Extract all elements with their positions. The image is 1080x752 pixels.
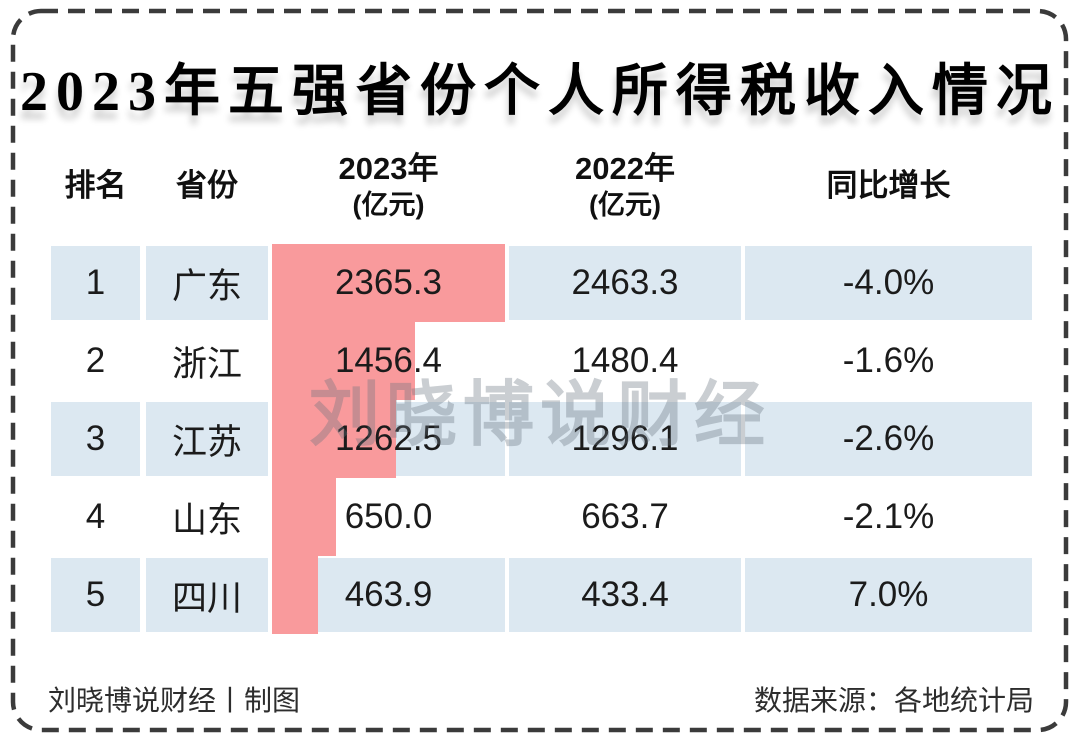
header-2023-unit: (亿元) xyxy=(352,189,425,220)
growth-value: -2.1% xyxy=(842,497,935,536)
header-2023-label: 2023年 xyxy=(338,150,439,186)
value-2022: 1296.1 xyxy=(571,419,679,458)
province-cell: 广东 xyxy=(146,246,268,320)
table-row: 1 广东 2365.3 2463.3 -4.0% xyxy=(0,244,1080,322)
value-2023-cell: 650.0 xyxy=(272,480,505,554)
value-2022-cell: 1480.4 xyxy=(509,324,741,398)
page-title: 2023年五强省份个人所得税收入情况 xyxy=(20,61,1060,123)
value-2023: 650.0 xyxy=(344,497,433,536)
value-2023: 1262.5 xyxy=(334,419,443,458)
value-2022: 1480.4 xyxy=(571,341,679,380)
province-value: 四川 xyxy=(171,578,242,618)
header-province: 省份 xyxy=(146,140,268,232)
value-2022-cell: 1296.1 xyxy=(509,402,741,476)
province-cell: 浙江 xyxy=(146,324,268,398)
header-growth-label: 同比增长 xyxy=(826,167,951,203)
header-province-label: 省份 xyxy=(176,167,238,203)
growth-value: -1.6% xyxy=(842,341,935,380)
rank-value: 5 xyxy=(85,575,106,614)
growth-cell: 7.0% xyxy=(745,558,1032,632)
value-2022: 2463.3 xyxy=(571,263,679,302)
value-2023-cell: 1456.4 xyxy=(272,324,505,398)
province-cell: 四川 xyxy=(146,558,268,632)
value-2023: 1456.4 xyxy=(334,341,443,380)
rank-value: 1 xyxy=(85,263,106,302)
province-value: 广东 xyxy=(171,266,242,306)
rank-cell: 4 xyxy=(51,480,140,554)
header-2022: 2022年 (亿元) xyxy=(509,140,741,232)
growth-cell: -2.1% xyxy=(745,480,1032,554)
value-2022-cell: 433.4 xyxy=(509,558,741,632)
growth-value: -4.0% xyxy=(842,263,935,302)
growth-cell: -2.6% xyxy=(745,402,1032,476)
credit-text: 刘晓博说财经丨制图 xyxy=(48,685,301,716)
province-value: 山东 xyxy=(171,500,242,540)
table-row: 5 四川 463.9 433.4 7.0% xyxy=(0,556,1080,634)
header-growth: 同比增长 xyxy=(745,140,1032,232)
growth-cell: -4.0% xyxy=(745,246,1032,320)
header-2022-label: 2022年 xyxy=(575,150,675,186)
rank-cell: 2 xyxy=(51,324,140,398)
rank-cell: 3 xyxy=(51,402,140,476)
value-2022-cell: 2463.3 xyxy=(509,246,741,320)
growth-value: -2.6% xyxy=(842,419,935,458)
value-2022: 663.7 xyxy=(581,497,669,536)
rank-value: 4 xyxy=(85,497,106,536)
value-2023: 463.9 xyxy=(344,575,433,614)
rank-value: 3 xyxy=(85,419,106,458)
data-source-text: 数据来源：各地统计局 xyxy=(753,685,1034,716)
bar-2023 xyxy=(272,556,318,634)
header-rank-label: 排名 xyxy=(64,167,127,203)
value-2022-cell: 663.7 xyxy=(509,480,741,554)
growth-value: 7.0% xyxy=(848,575,929,614)
province-cell: 江苏 xyxy=(146,402,268,476)
rank-value: 2 xyxy=(85,341,106,380)
header-2023: 2023年 (亿元) xyxy=(272,140,505,232)
header-rank: 排名 xyxy=(51,140,140,232)
table-row: 2 浙江 1456.4 1480.4 -1.6% xyxy=(0,322,1080,400)
bar-2023 xyxy=(272,478,336,556)
header-2022-unit: (亿元) xyxy=(589,189,661,220)
province-cell: 山东 xyxy=(146,480,268,554)
province-value: 浙江 xyxy=(171,344,242,384)
table-row: 4 山东 650.0 663.7 -2.1% xyxy=(0,478,1080,556)
value-2023: 2365.3 xyxy=(334,263,443,302)
rank-cell: 1 xyxy=(51,246,140,320)
growth-cell: -1.6% xyxy=(745,324,1032,398)
table-row: 3 江苏 1262.5 1296.1 -2.6% xyxy=(0,400,1080,478)
rank-cell: 5 xyxy=(51,558,140,632)
province-value: 江苏 xyxy=(171,422,242,462)
value-2022: 433.4 xyxy=(581,575,669,614)
